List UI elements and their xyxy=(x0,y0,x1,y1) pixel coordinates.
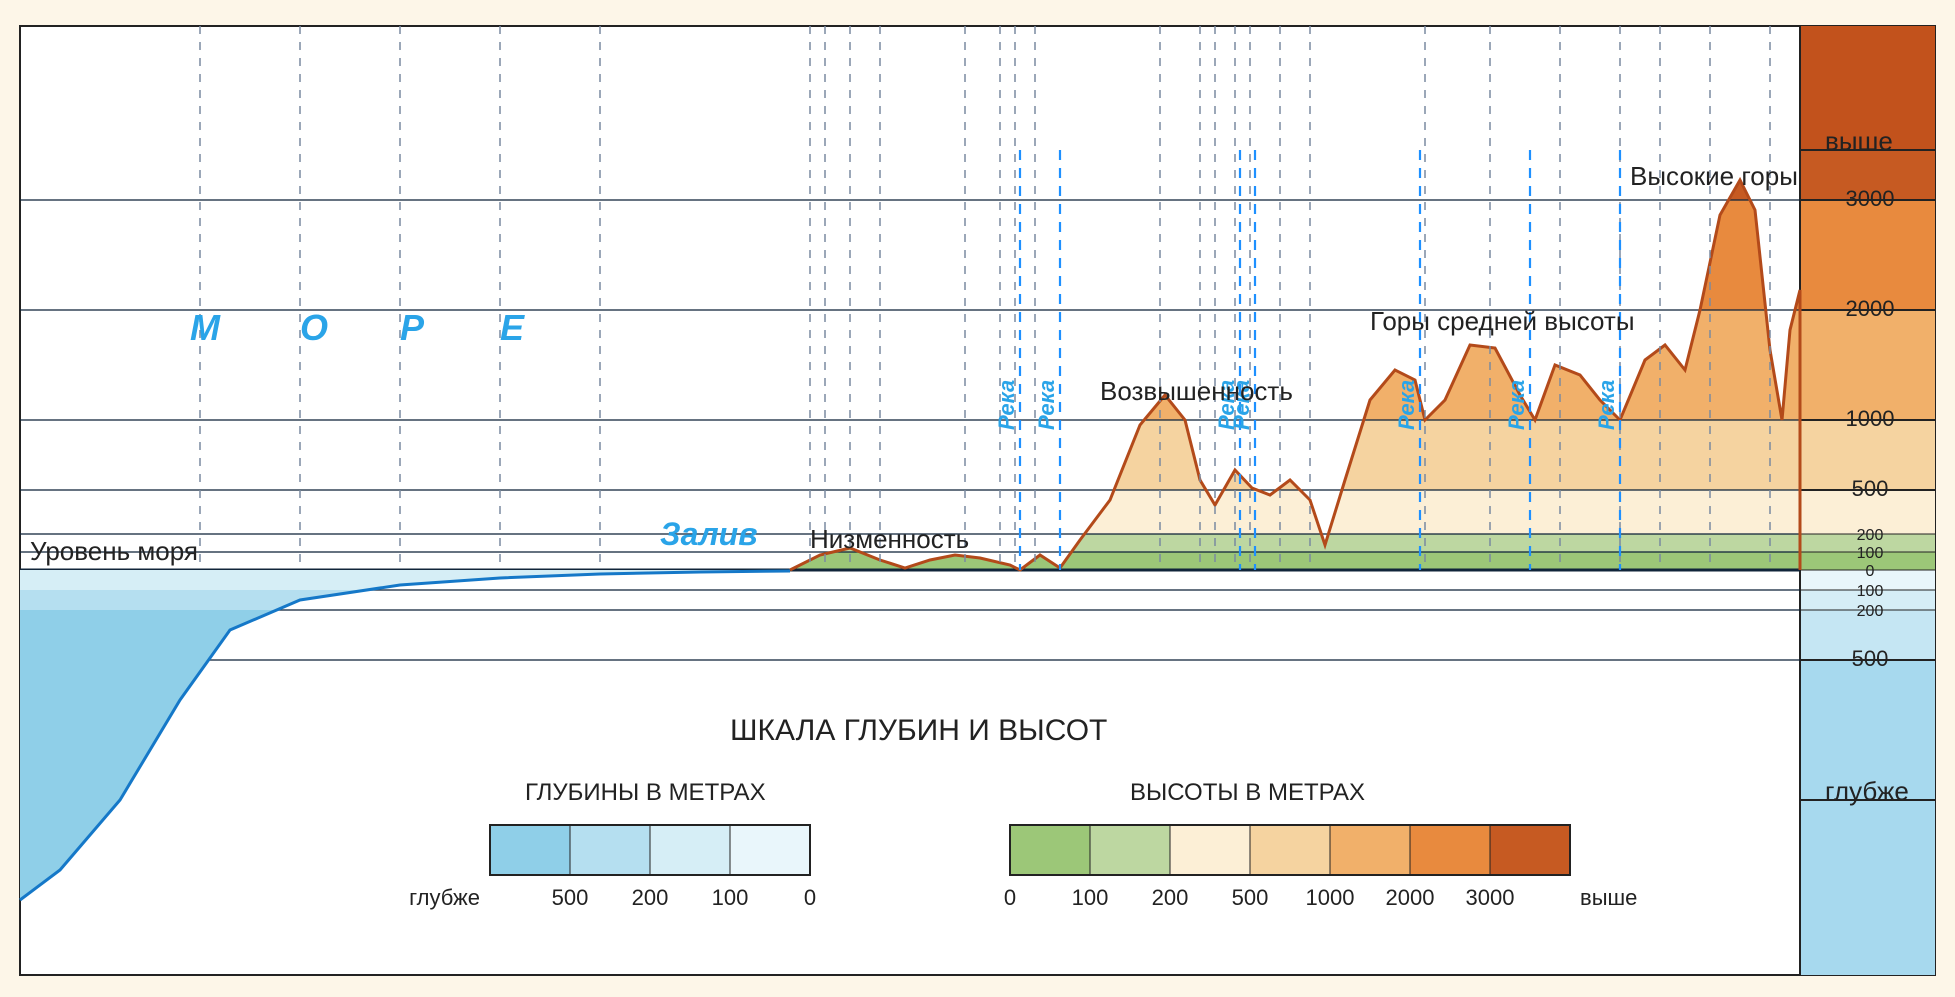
legend-depths-label: 200 xyxy=(632,885,669,910)
label-high-mountains: Высокие горы xyxy=(1630,161,1798,191)
diagram-svg: выше3000200010005002001000100200500глубж… xyxy=(0,0,1955,997)
scale-band xyxy=(1800,200,1935,310)
river-label: Река xyxy=(1034,380,1059,430)
legend-heights-title: ВЫСОТЫ В МЕТРАХ xyxy=(1130,779,1365,806)
river-label: Река xyxy=(1504,380,1529,430)
legend-heights-swatch xyxy=(1250,825,1330,875)
legend-heights-swatch xyxy=(1330,825,1410,875)
legend-depths-swatch xyxy=(730,825,810,875)
label-bay: Залив xyxy=(660,516,758,552)
scale-band xyxy=(1800,660,1935,975)
legend-heights-swatch xyxy=(1410,825,1490,875)
scale-label: 100 xyxy=(1857,583,1884,600)
legend-heights-swatch xyxy=(1090,825,1170,875)
river-label: Река xyxy=(1594,380,1619,430)
river-label: Река xyxy=(994,380,1019,430)
river-label: Река xyxy=(1394,380,1419,430)
legend-heights-swatch xyxy=(1170,825,1250,875)
scale-band xyxy=(1800,310,1935,420)
scale-label: 500 xyxy=(1852,476,1889,501)
legend-heights-label: 100 xyxy=(1072,885,1109,910)
legend-depths-swatch xyxy=(650,825,730,875)
legend-heights-swatch xyxy=(1490,825,1570,875)
legend-depths-label: глубже xyxy=(409,885,480,910)
label-sea-letter: М xyxy=(190,307,221,348)
legend-title: ШКАЛА ГЛУБИН И ВЫСОТ xyxy=(730,714,1107,747)
label-upland: Возвышенность xyxy=(1100,376,1293,406)
scale-label: 200 xyxy=(1857,603,1884,620)
label-lowland: Низменность xyxy=(810,524,969,554)
legend-depths-label: 100 xyxy=(712,885,749,910)
scale-label: глубже xyxy=(1825,776,1909,806)
legend-depths-swatch xyxy=(490,825,570,875)
legend-heights-label: 3000 xyxy=(1466,885,1515,910)
scale-label: 2000 xyxy=(1846,296,1895,321)
legend-heights-label: 0 xyxy=(1004,885,1016,910)
scale-label: 500 xyxy=(1852,646,1889,671)
label-sea-level: Уровень моря xyxy=(30,536,198,566)
legend-heights-label: 200 xyxy=(1152,885,1189,910)
label-sea-letter: Е xyxy=(500,307,525,348)
legend-depths-label: 500 xyxy=(552,885,589,910)
legend-heights-label: 500 xyxy=(1232,885,1269,910)
legend-heights-swatch xyxy=(1010,825,1090,875)
legend-heights-label: выше xyxy=(1580,885,1637,910)
diagram-root: выше3000200010005002001000100200500глубж… xyxy=(0,0,1955,997)
legend-heights-label: 2000 xyxy=(1386,885,1435,910)
scale-label: 200 xyxy=(1857,527,1884,544)
legend-depths-title: ГЛУБИНЫ В МЕТРАХ xyxy=(525,779,766,806)
label-sea-letter: О xyxy=(300,307,328,348)
scale-label: выше xyxy=(1825,126,1893,156)
legend-heights-label: 1000 xyxy=(1306,885,1355,910)
label-sea-letter: Р xyxy=(400,307,425,348)
legend-depths-label: 0 xyxy=(804,885,816,910)
scale-label: 3000 xyxy=(1846,186,1895,211)
label-mid-mountains: Горы средней высоты xyxy=(1370,306,1635,336)
scale-label: 0 xyxy=(1866,563,1875,580)
legend-depths-swatch xyxy=(570,825,650,875)
scale-label: 100 xyxy=(1857,545,1884,562)
scale-label: 1000 xyxy=(1846,406,1895,431)
